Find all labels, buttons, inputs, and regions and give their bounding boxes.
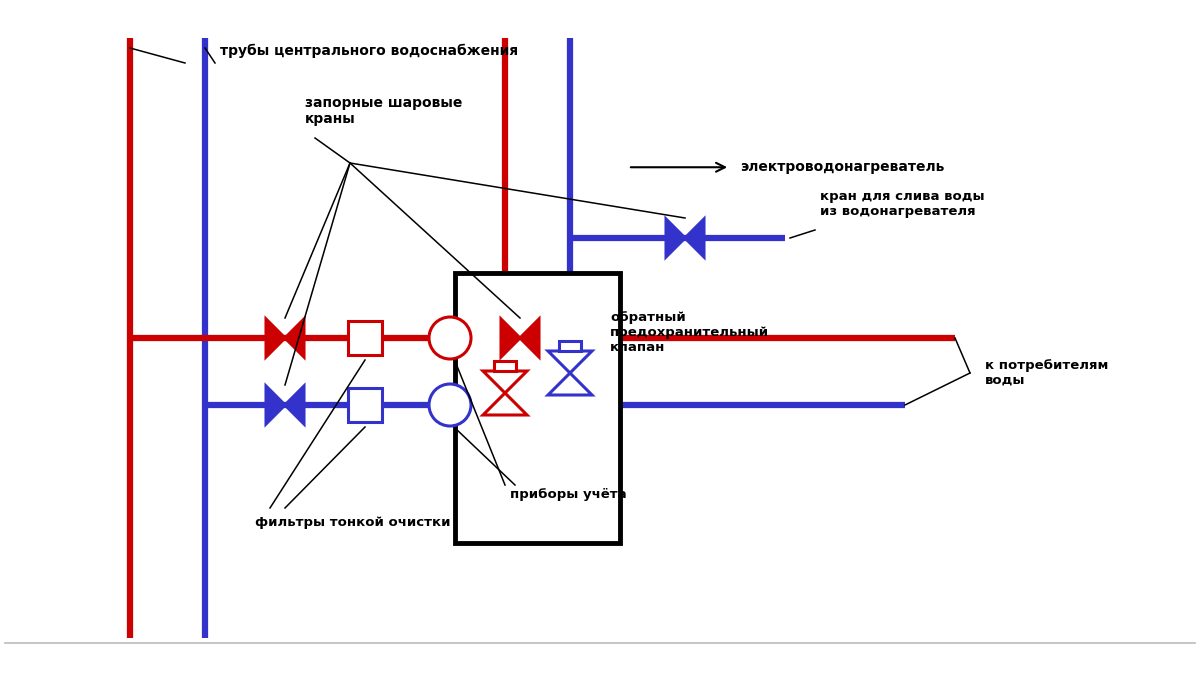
Bar bbox=[494, 361, 516, 371]
Text: электроводонагреватель: электроводонагреватель bbox=[740, 160, 944, 174]
Bar bbox=[559, 341, 581, 351]
Circle shape bbox=[430, 317, 470, 359]
Text: запорные шаровые
краны: запорные шаровые краны bbox=[305, 96, 462, 126]
Bar bbox=[348, 321, 382, 355]
Polygon shape bbox=[286, 319, 304, 357]
Polygon shape bbox=[502, 319, 520, 357]
Polygon shape bbox=[685, 219, 704, 257]
Text: фильтры тонкой очистки: фильтры тонкой очистки bbox=[256, 516, 450, 529]
Polygon shape bbox=[482, 393, 527, 415]
Polygon shape bbox=[520, 319, 539, 357]
Bar bbox=[455, 273, 620, 543]
Text: трубы центрального водоснабжения: трубы центрального водоснабжения bbox=[220, 44, 518, 58]
Text: кран для слива воды
из водонагревателя: кран для слива воды из водонагревателя bbox=[820, 190, 985, 218]
Text: к потребителям
воды: к потребителям воды bbox=[985, 359, 1109, 387]
Polygon shape bbox=[266, 386, 286, 424]
Polygon shape bbox=[286, 386, 304, 424]
Text: приборы учёта: приборы учёта bbox=[510, 488, 626, 501]
Polygon shape bbox=[666, 219, 685, 257]
Polygon shape bbox=[548, 351, 592, 373]
Polygon shape bbox=[266, 319, 286, 357]
Polygon shape bbox=[482, 371, 527, 393]
Text: обратный
предохранительный
клапан: обратный предохранительный клапан bbox=[610, 311, 769, 355]
Bar bbox=[348, 388, 382, 422]
Circle shape bbox=[430, 384, 470, 426]
Polygon shape bbox=[548, 373, 592, 395]
